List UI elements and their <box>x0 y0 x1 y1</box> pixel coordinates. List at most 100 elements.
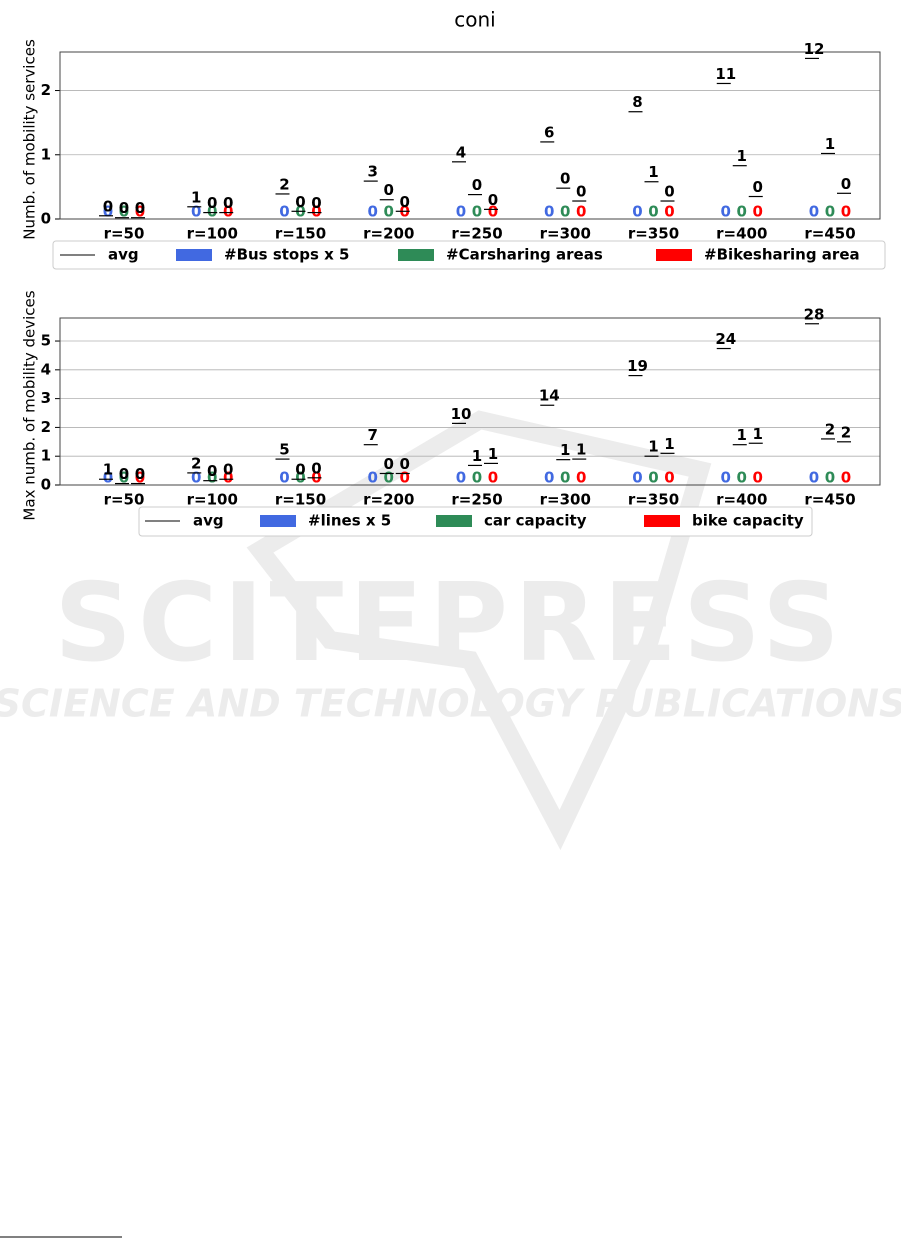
legend-swatch <box>656 249 692 261</box>
bar-value-label: 0 <box>753 469 763 487</box>
avg-count-label: 0 <box>119 199 129 217</box>
avg-count-label: 7 <box>368 426 378 444</box>
avg-count-label: 0 <box>384 455 394 473</box>
avg-count-label: 1 <box>576 441 586 459</box>
y-tick-label: 4 <box>41 360 51 378</box>
bar-value-label: 0 <box>809 203 819 221</box>
bar-value-label: 0 <box>648 203 658 221</box>
legend-label: avg <box>193 512 224 530</box>
bar-value-label: 0 <box>648 469 658 487</box>
avg-count-label: 1 <box>664 435 674 453</box>
avg-count-label: 0 <box>400 455 410 473</box>
y-tick-label: 0 <box>41 210 51 228</box>
avg-count-label: 1 <box>472 447 482 465</box>
avg-count-label: 0 <box>400 193 410 211</box>
bar-value-label: 0 <box>721 469 731 487</box>
avg-count-label: 1 <box>737 426 747 444</box>
x-tick-label: r=450 <box>804 491 855 509</box>
avg-count-label: 4 <box>456 143 466 161</box>
avg-count-label: 0 <box>472 176 482 194</box>
y-tick-label: 0 <box>41 476 51 494</box>
avg-count-label: 8 <box>632 93 642 111</box>
avg-count-label: 1 <box>825 135 835 153</box>
avg-count-label: 6 <box>544 123 554 141</box>
legend-box <box>138 506 813 537</box>
avg-count-label: 1 <box>648 163 658 181</box>
watermark: SCITEPRESS SCIENCE AND TECHNOLOGY PUBLIC… <box>0 410 901 851</box>
x-tick-label: r=200 <box>363 491 414 509</box>
x-tick-label: r=400 <box>716 491 767 509</box>
bar-value-label: 0 <box>841 203 851 221</box>
avg-count-label: 24 <box>715 330 736 348</box>
bar-value-label: 0 <box>809 469 819 487</box>
legend-swatch <box>260 515 296 527</box>
bar-value-label: 0 <box>472 469 482 487</box>
legend-label: car capacity <box>484 512 587 530</box>
avg-count-label: 2 <box>279 175 289 193</box>
avg-count-label: 0 <box>311 194 321 212</box>
avg-count-label: 19 <box>627 357 648 375</box>
avg-count-label: 1 <box>737 147 747 165</box>
legend-box <box>52 240 886 270</box>
avg-count-label: 1 <box>648 438 658 456</box>
y-tick-label: 2 <box>41 81 51 99</box>
bar-value-label: 0 <box>560 469 570 487</box>
bar-value-label: 0 <box>279 203 289 221</box>
watermark-logo <box>246 410 712 851</box>
bar-value-label: 0 <box>753 203 763 221</box>
chart-title: coni <box>454 8 495 32</box>
avg-count-label: 1 <box>103 461 113 479</box>
bar-value-label: 0 <box>368 469 378 487</box>
bar-value-label: 0 <box>544 469 554 487</box>
legend-label: bike capacity <box>692 512 804 530</box>
bar-value-label: 0 <box>632 203 642 221</box>
legend-swatch <box>176 249 212 261</box>
avg-count-label: 0 <box>295 193 305 211</box>
bar-value-label: 0 <box>384 469 394 487</box>
avg-count-label: 1 <box>488 445 498 463</box>
y-tick-label: 2 <box>41 418 51 436</box>
bar-value-label: 0 <box>295 469 305 487</box>
avg-count-label: 0 <box>664 183 674 201</box>
x-tick-label: r=100 <box>187 491 238 509</box>
bar-value-label: 0 <box>191 469 201 487</box>
legend-label: #lines x 5 <box>308 512 391 530</box>
avg-count-label: 0 <box>207 462 217 480</box>
bar-value-label: 0 <box>223 203 233 221</box>
bar-value-label: 0 <box>544 203 554 221</box>
x-tick-label: r=50 <box>104 491 145 509</box>
x-tick-label: r=200 <box>363 225 414 243</box>
bar-value-label: 0 <box>191 203 201 221</box>
avg-count-label: 0 <box>135 465 145 483</box>
bar-value-label: 0 <box>311 203 321 221</box>
x-tick-label: r=350 <box>628 491 679 509</box>
legend-swatch <box>436 515 472 527</box>
avg-count-label: 0 <box>576 183 586 201</box>
bar-value-label: 0 <box>135 203 145 221</box>
avg-count-label: 0 <box>119 465 129 483</box>
x-tick-label: r=300 <box>540 491 591 509</box>
plot-frame <box>59 317 881 486</box>
bar-value-label: 0 <box>400 469 410 487</box>
y-tick-label: 1 <box>41 447 51 465</box>
watermark-text: SCITEPRESS <box>54 561 845 686</box>
avg-count-label: 0 <box>135 199 145 217</box>
bar-value-label: 0 <box>135 469 145 487</box>
y-tick-label: 3 <box>41 389 51 407</box>
legend-swatch <box>398 249 434 261</box>
watermark-subtext: SCIENCE AND TECHNOLOGY PUBLICATIONS <box>0 682 901 726</box>
bar-value-label: 0 <box>103 469 113 487</box>
y-tick-label: 5 <box>41 332 51 350</box>
bar-value-label: 0 <box>384 203 394 221</box>
y-axis-label: Numb. of mobility services <box>21 39 39 240</box>
avg-count-label: 0 <box>295 461 305 479</box>
avg-count-label: 0 <box>311 459 321 477</box>
bar-value-label: 0 <box>456 469 466 487</box>
legend-label: #Carsharing areas <box>446 246 603 264</box>
legend-label: #Bus stops x 5 <box>224 246 349 264</box>
bar-value-label: 0 <box>488 469 498 487</box>
avg-count-label: 3 <box>368 163 378 181</box>
bar-value-label: 0 <box>841 469 851 487</box>
x-tick-label: r=250 <box>451 225 502 243</box>
bar-value-label: 0 <box>576 469 586 487</box>
